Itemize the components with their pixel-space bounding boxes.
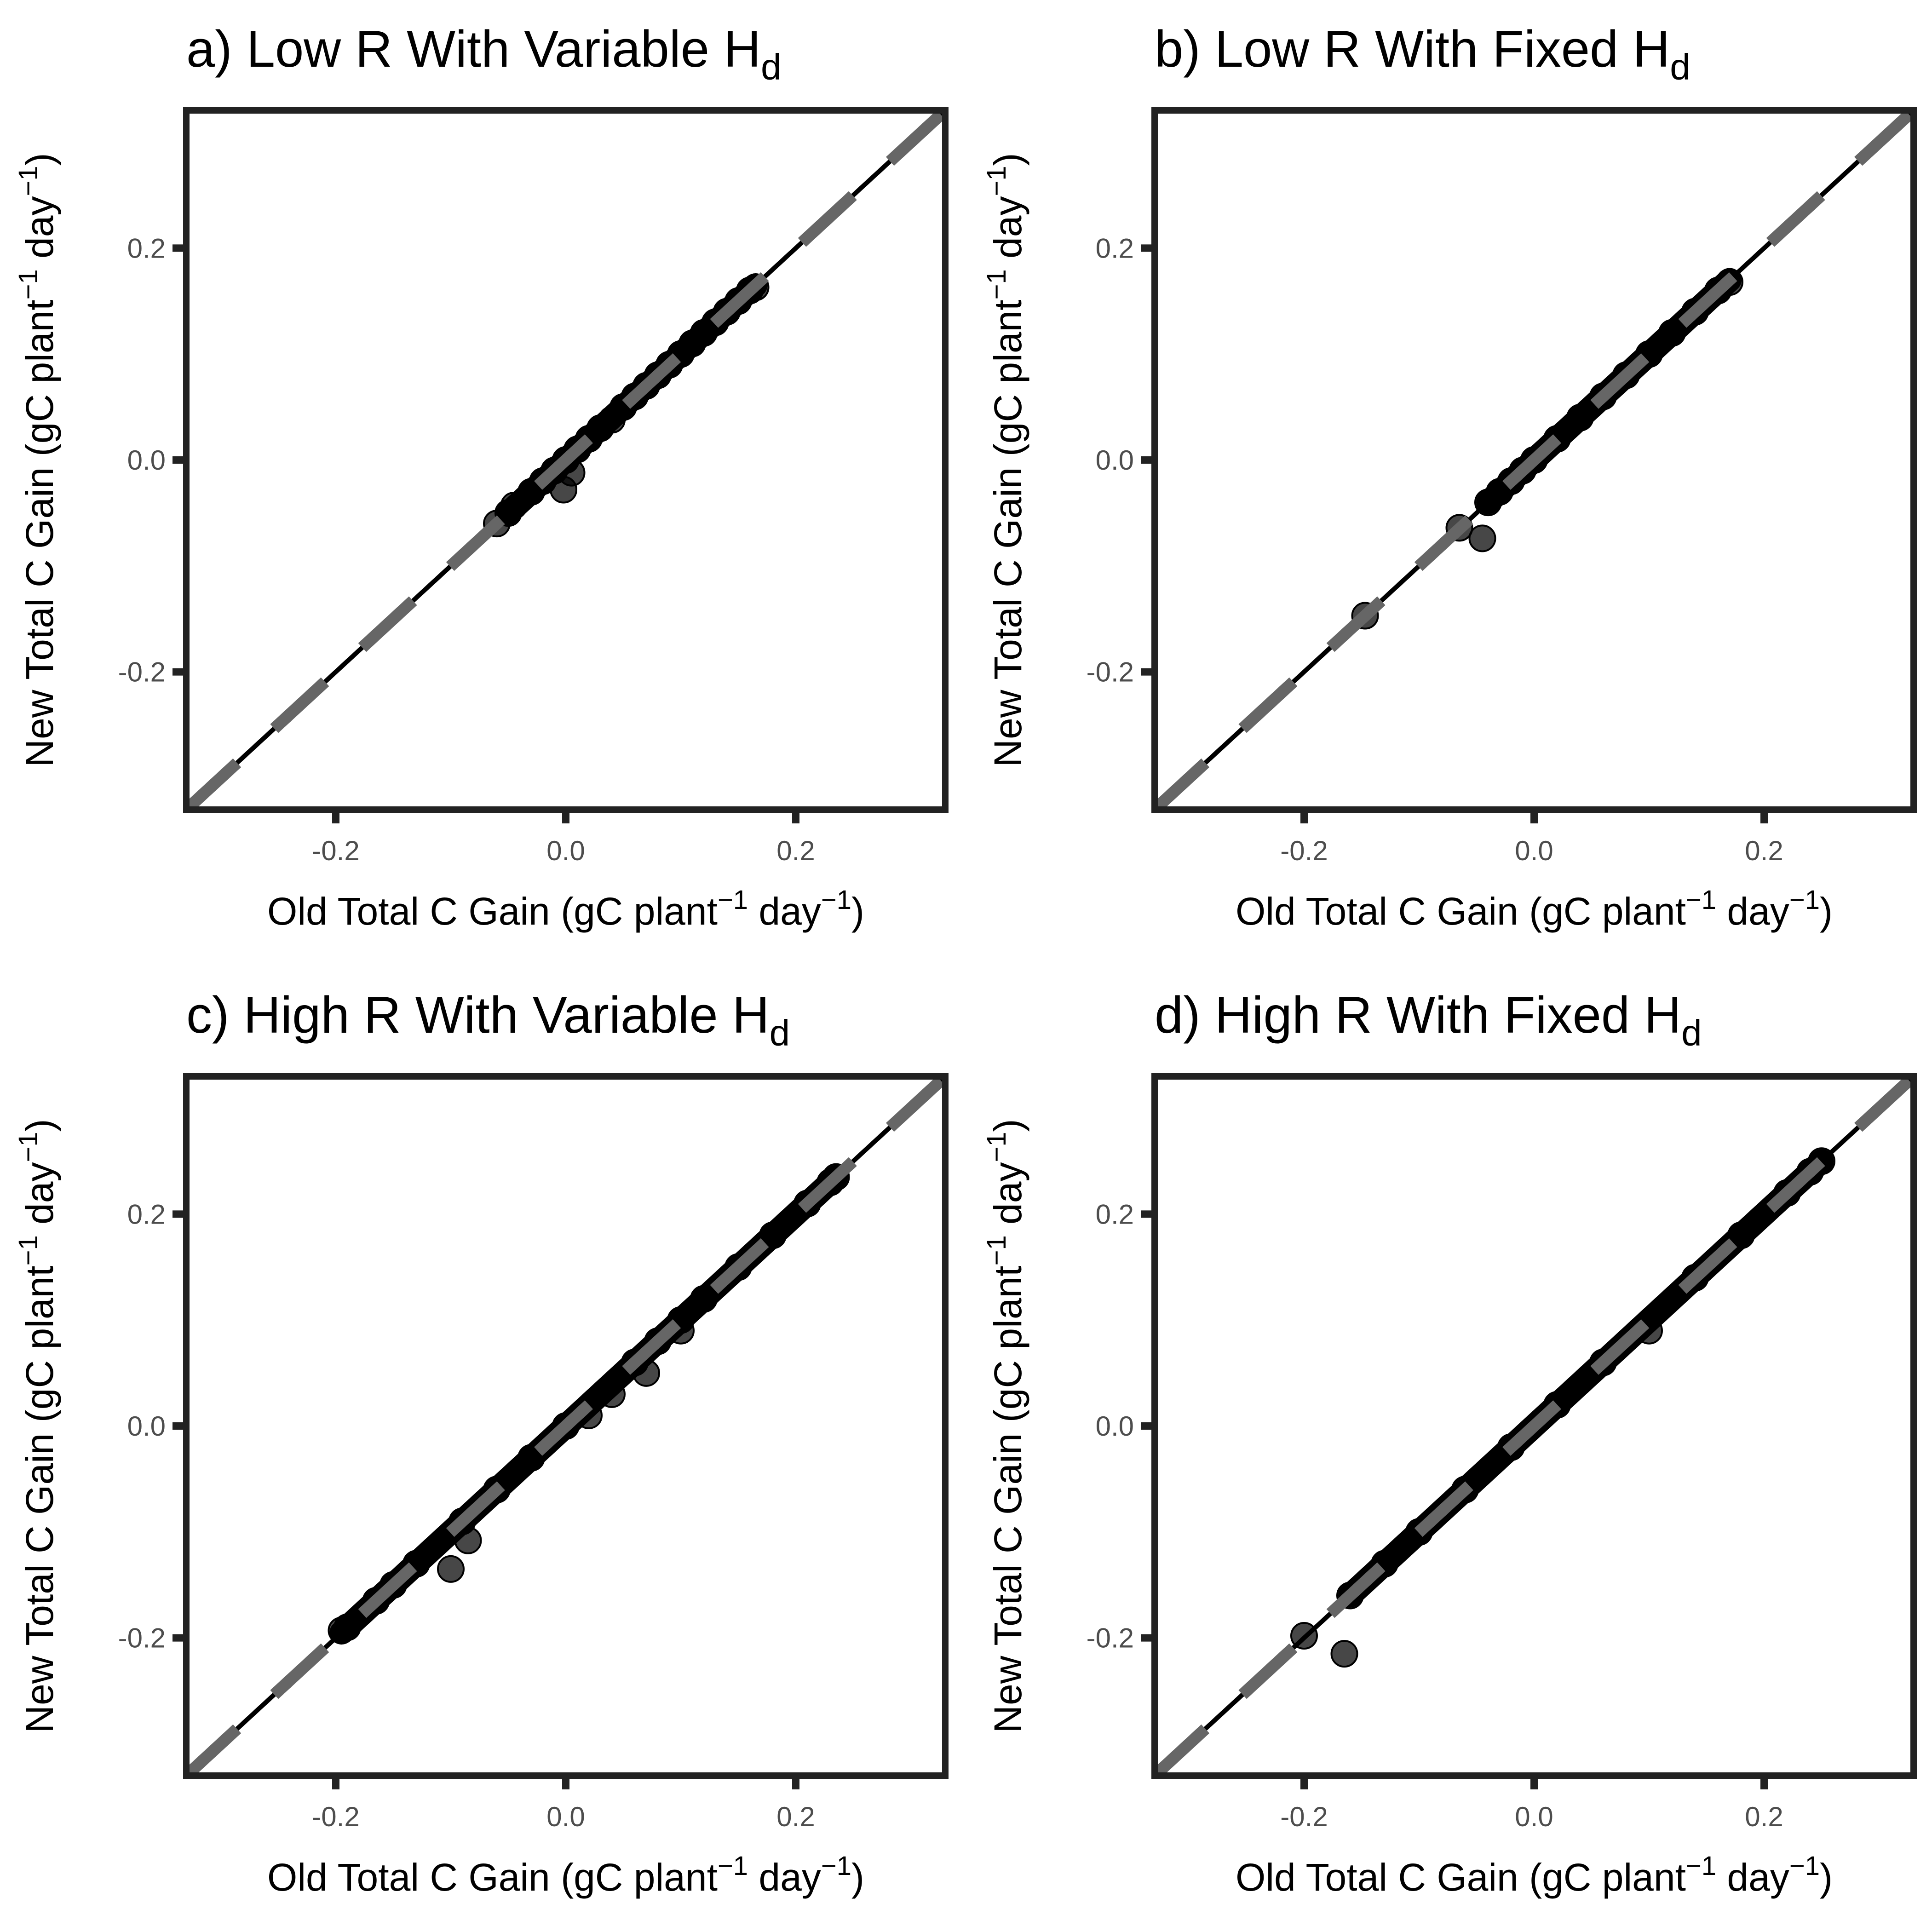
x-axis-label: Old Total C Gain (gC plant−1 day−1) xyxy=(267,885,864,933)
plot-frame xyxy=(1151,107,1917,813)
data-point xyxy=(1566,403,1594,431)
fit-dashed-line xyxy=(186,1076,945,1776)
data-point xyxy=(437,1555,465,1583)
panel-c: -0.2 0.0 0.2 -0.2 0.0 0.2 c) High R With Varia… xyxy=(13,986,949,1899)
panel-title: b) Low R With Fixed Hd xyxy=(1155,20,1690,87)
y-tick-label: 0.2 xyxy=(127,1199,166,1230)
y-tick-label: 0.2 xyxy=(1096,1199,1134,1230)
y-axis-label: New Total C Gain (gC plant−1 day−1) xyxy=(982,153,1029,767)
x-tick-label: 0.0 xyxy=(546,835,585,866)
x-tick-label: -0.2 xyxy=(312,835,359,866)
x-tick-label: -0.2 xyxy=(312,1801,359,1832)
panel-title: c) High R With Variable Hd xyxy=(186,986,790,1053)
panel-d: -0.2 0.0 0.2 -0.2 0.0 0.2 d) High R With Fixed… xyxy=(982,986,1917,1899)
panel-title: d) High R With Fixed Hd xyxy=(1155,986,1702,1053)
panel-title: a) Low R With Variable Hd xyxy=(186,20,782,87)
y-axis-label: New Total C Gain (gC plant−1 day−1) xyxy=(13,153,61,767)
plot-frame xyxy=(1151,1073,1917,1779)
data-point xyxy=(598,1380,626,1408)
y-tick-label: 0.2 xyxy=(1096,233,1134,264)
data-point xyxy=(334,1613,361,1641)
x-tick-label: 0.2 xyxy=(1745,1801,1783,1832)
data-point xyxy=(1727,1221,1755,1249)
y-tick-label: 0.0 xyxy=(1096,1411,1134,1442)
plot-area xyxy=(1155,110,1914,810)
x-tick-label: 0.0 xyxy=(1515,1801,1553,1832)
x-tick-label: 0.0 xyxy=(546,1801,585,1832)
plot-frame xyxy=(183,107,949,813)
y-tick-label: 0.0 xyxy=(127,445,166,476)
fit-dashed-line xyxy=(1155,1076,1914,1776)
fit-dashed-line xyxy=(186,110,945,810)
y-tick-label: -0.2 xyxy=(118,1623,166,1654)
data-point xyxy=(1290,1622,1318,1650)
x-tick-label: -0.2 xyxy=(1280,835,1328,866)
data-point xyxy=(1330,1640,1358,1668)
data-point xyxy=(632,1359,660,1387)
y-tick-label: -0.2 xyxy=(1087,1623,1134,1654)
plot-area xyxy=(186,110,945,810)
plot-area xyxy=(1155,1076,1914,1776)
y-tick-label: 0.2 xyxy=(127,233,166,264)
x-tick-label: -0.2 xyxy=(1280,1801,1328,1832)
x-tick-label: 0.2 xyxy=(776,835,815,866)
x-axis-label: Old Total C Gain (gC plant−1 day−1) xyxy=(1236,885,1833,933)
data-point xyxy=(518,1444,545,1472)
x-tick-label: 0.0 xyxy=(1515,835,1553,866)
x-axis-label: Old Total C Gain (gC plant−1 day−1) xyxy=(1236,1851,1833,1899)
x-tick-label: 0.2 xyxy=(776,1801,815,1832)
y-tick-label: -0.2 xyxy=(118,657,166,688)
x-axis-label: Old Total C Gain (gC plant−1 day−1) xyxy=(267,1851,864,1899)
data-point xyxy=(690,1285,718,1313)
y-tick-label: 0.0 xyxy=(127,1411,166,1442)
panel-a: -0.2 0.0 0.2 -0.2 0.0 0.2 a) Low R With Variab… xyxy=(13,20,949,933)
y-axis-label: New Total C Gain (gC plant−1 day−1) xyxy=(982,1119,1029,1733)
data-point xyxy=(1468,524,1496,552)
data-point xyxy=(1658,319,1686,347)
data-point xyxy=(759,1221,787,1249)
plot-frame xyxy=(183,1073,949,1779)
y-axis-label: New Total C Gain (gC plant−1 day−1) xyxy=(13,1119,61,1733)
x-tick-label: 0.2 xyxy=(1745,835,1783,866)
panel-b: -0.2 0.0 0.2 -0.2 0.0 0.2 b) Low R With Fixed … xyxy=(982,20,1917,933)
y-tick-label: -0.2 xyxy=(1087,657,1134,688)
fit-dashed-line xyxy=(1155,110,1914,810)
plot-area xyxy=(186,1076,945,1776)
y-tick-label: 0.0 xyxy=(1096,445,1134,476)
